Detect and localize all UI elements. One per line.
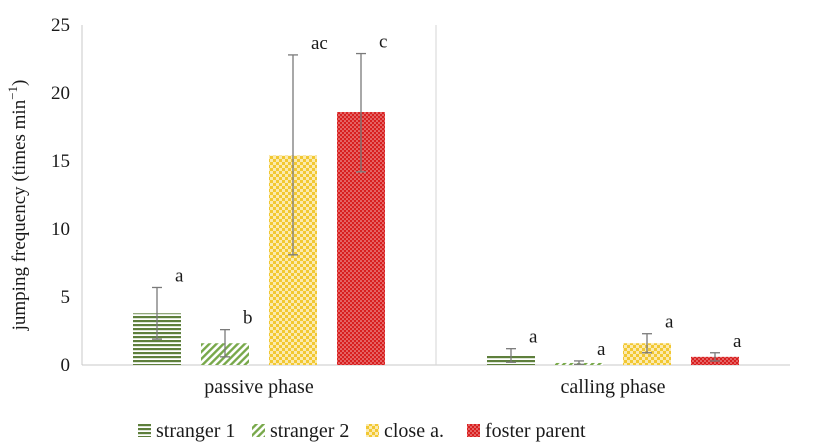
significance-label: a [597,339,606,360]
significance-label: a [529,327,538,348]
significance-label: b [243,308,253,329]
legend-swatch [252,424,265,437]
significance-label: ac [311,33,328,54]
significance-label: a [733,331,742,352]
legend-swatch [467,424,480,437]
bar [623,343,671,365]
y-tick-label: 0 [61,355,71,376]
legend-item: stranger 2 [270,420,349,442]
legend-swatch [366,424,379,437]
significance-label: a [665,312,674,333]
significance-label: a [175,265,184,286]
legend-item: close a. [384,420,444,442]
significance-labels: a b ac c a a a a [175,32,742,360]
y-tick-label: 20 [51,83,70,104]
error-bars [152,52,720,365]
y-axis-label: jumping frequency (times min−1) [5,80,30,332]
y-tick-label: 15 [51,151,70,172]
y-tick-label: 5 [61,287,71,308]
x-tick-label: calling phase [561,376,666,398]
significance-label: c [379,32,387,53]
legend-swatch [138,424,151,437]
legend-item: foster parent [485,420,586,442]
axes: 0 5 10 15 20 25 jumping frequency (times min−1… [5,15,790,398]
x-tick-label: passive phase [204,376,314,398]
y-tick-label: 10 [51,219,70,240]
legend-item: stranger 1 [156,420,235,442]
y-tick-label: 25 [51,15,70,36]
legend: stranger 1 stranger 2 close a. foster paren… [138,420,586,442]
